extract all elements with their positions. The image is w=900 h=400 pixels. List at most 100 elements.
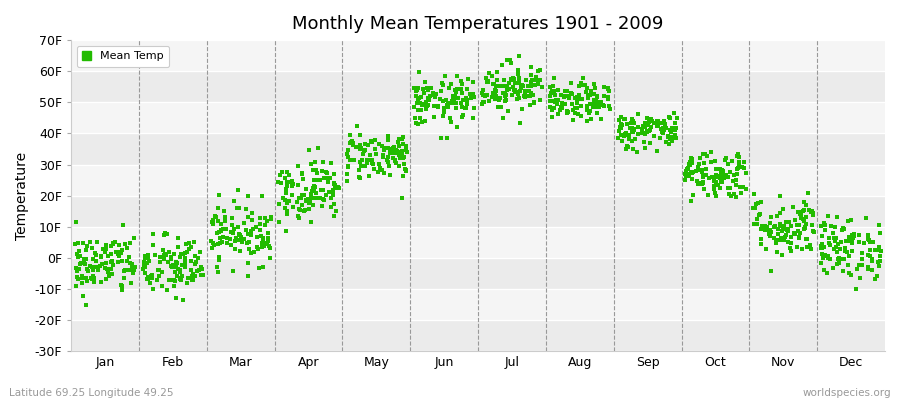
Point <box>99 276 113 283</box>
Point <box>478 93 492 99</box>
Point <box>299 197 313 204</box>
Point <box>311 145 326 152</box>
Point <box>213 239 228 246</box>
Point <box>748 205 762 211</box>
Point <box>715 178 729 184</box>
Point <box>362 173 376 180</box>
Point <box>728 182 742 188</box>
Point <box>158 232 172 238</box>
Point <box>294 195 309 202</box>
Point <box>847 231 861 237</box>
Point <box>313 177 328 183</box>
Point <box>681 172 696 179</box>
Point <box>104 251 118 257</box>
Point <box>524 72 538 78</box>
Point <box>721 174 735 180</box>
Point <box>662 141 676 148</box>
Point <box>93 263 107 269</box>
Point <box>450 95 464 102</box>
Point <box>802 207 816 214</box>
Point <box>358 162 373 169</box>
Point <box>715 176 729 182</box>
Point <box>295 171 310 177</box>
Point <box>824 223 838 230</box>
Point <box>158 251 173 258</box>
Point <box>560 88 574 94</box>
Point <box>122 239 137 246</box>
Point <box>381 145 395 152</box>
Point <box>394 195 409 202</box>
Point <box>304 191 319 198</box>
Point <box>159 230 174 237</box>
Point <box>480 78 494 85</box>
Point <box>734 184 748 190</box>
Point <box>101 268 115 275</box>
Point <box>647 132 662 139</box>
Point <box>716 175 730 181</box>
Point <box>714 185 728 191</box>
Point <box>591 102 606 109</box>
Point <box>238 236 252 242</box>
Point <box>544 90 558 97</box>
Point <box>546 104 561 111</box>
Point <box>587 80 601 87</box>
Point <box>162 277 176 283</box>
Point <box>547 98 562 105</box>
Point <box>528 82 543 88</box>
Point <box>409 88 423 94</box>
Point <box>444 80 458 87</box>
Point <box>466 105 481 112</box>
Point <box>814 251 829 257</box>
Point <box>460 85 474 92</box>
Point <box>805 222 819 229</box>
Point <box>651 118 665 124</box>
Point <box>387 146 401 152</box>
Point <box>341 154 356 160</box>
Point <box>395 152 410 158</box>
Point <box>658 121 672 128</box>
Point <box>140 260 154 266</box>
Point <box>346 141 360 148</box>
Point <box>587 100 601 107</box>
Point <box>168 269 183 275</box>
Point <box>308 159 322 165</box>
Point <box>319 192 333 198</box>
Point <box>76 256 91 262</box>
Point <box>144 273 158 280</box>
Point <box>731 165 745 172</box>
Point <box>591 99 606 105</box>
Point <box>784 240 798 246</box>
Point <box>846 235 860 241</box>
Point <box>852 262 867 269</box>
Point <box>783 222 797 229</box>
Point <box>654 126 669 132</box>
Point <box>687 192 701 198</box>
Point <box>292 207 307 214</box>
Point <box>560 110 574 116</box>
Point <box>716 168 731 174</box>
Point <box>212 254 226 260</box>
Point <box>775 237 789 243</box>
Point <box>356 148 371 154</box>
Point <box>410 100 425 106</box>
Point <box>816 244 831 250</box>
Point <box>834 239 849 245</box>
Point <box>194 264 208 271</box>
Point <box>302 198 317 205</box>
Point <box>696 180 710 186</box>
Point <box>626 118 640 124</box>
Point <box>726 172 741 178</box>
Point <box>343 132 357 138</box>
Point <box>770 213 785 219</box>
Point <box>420 102 435 108</box>
Point <box>446 94 461 100</box>
Point <box>626 125 640 132</box>
Point <box>526 100 541 106</box>
Point <box>780 226 795 232</box>
Point <box>295 202 310 208</box>
Point <box>164 256 178 263</box>
Point <box>616 116 631 122</box>
Point <box>320 169 334 176</box>
Point <box>224 222 238 228</box>
Point <box>778 218 793 225</box>
